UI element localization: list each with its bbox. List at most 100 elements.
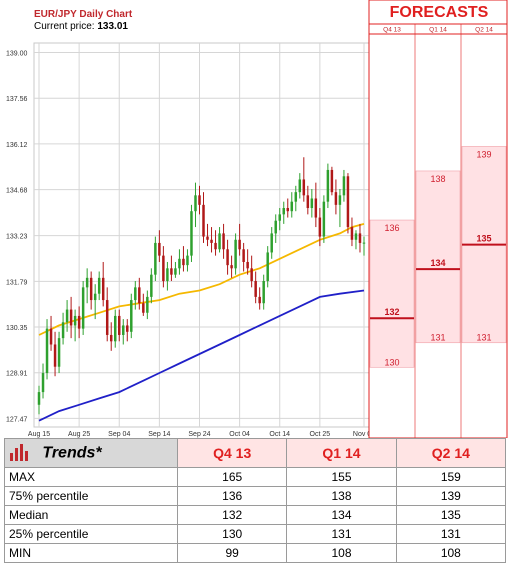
y-tick-label: 127.47 [6, 416, 28, 423]
trends-row-25th: 25% percentile 130 131 131 [4, 524, 507, 544]
cell-value: 108 [395, 543, 507, 563]
x-tick-label: Aug 25 [68, 431, 90, 438]
candle-body [338, 195, 342, 205]
candle-body [334, 192, 338, 205]
candle-body [306, 195, 310, 209]
candle-body [126, 325, 129, 332]
candle-body [246, 261, 249, 269]
bar-chart-icon [9, 443, 31, 464]
forecast-max-label: 139 [476, 149, 491, 159]
cell-value: 159 [395, 467, 507, 487]
candle-body [154, 242, 157, 275]
candle-body [73, 315, 77, 326]
candle-body [174, 268, 177, 275]
candle-body [206, 236, 209, 240]
row-label: 75% percentile [4, 486, 178, 506]
candle-body [81, 287, 85, 329]
chart-canvas: 139.00 137.56 136.12 134.68 133.23 131.79 130.… [6, 0, 508, 438]
candle-body [314, 198, 318, 218]
cell-value: 134 [286, 505, 397, 525]
candle-body [230, 265, 233, 269]
current-price: Current price: 133.01 [34, 21, 128, 32]
candle-body [105, 300, 109, 335]
x-tick-label: Oct 04 [229, 431, 250, 438]
candle-body [294, 192, 298, 202]
cell-value: 135 [395, 505, 507, 525]
trends-title: Trends* [42, 444, 102, 461]
candle-body [362, 242, 366, 244]
candle-body [202, 204, 205, 237]
moving-average-short [38, 223, 365, 336]
forecast-period-label: Q1 14 [429, 27, 447, 34]
forecast-max-label: 136 [384, 223, 399, 233]
candle-body [158, 242, 161, 256]
candle-body [238, 239, 241, 250]
cell-value: 139 [395, 486, 507, 506]
row-label: MIN [4, 543, 178, 563]
candle-body [290, 201, 294, 212]
forecast-min-label: 131 [430, 333, 445, 343]
forecast-median-label: 134 [430, 258, 445, 268]
candle-body [242, 249, 245, 262]
candle-body [53, 344, 57, 367]
y-tick-label: 130.35 [6, 325, 28, 332]
row-label: MAX [4, 467, 178, 487]
candle-body [146, 296, 149, 313]
candle-body [234, 239, 237, 269]
candle-body [214, 242, 217, 250]
candle-body [326, 169, 330, 202]
candle-body [89, 277, 93, 301]
candle-body [302, 179, 306, 196]
candle-body [282, 208, 285, 215]
candle-body [57, 338, 61, 367]
candle-body [37, 392, 41, 405]
candle-body [342, 176, 346, 196]
y-tick-label: 136.12 [6, 142, 28, 149]
x-tick-label: Sep 14 [148, 431, 170, 438]
candle-body [310, 198, 314, 209]
candle-body [109, 334, 113, 342]
cell-value: 155 [286, 467, 397, 487]
y-tick-label: 133.23 [6, 234, 28, 241]
candle-body [318, 217, 322, 237]
candle-body [186, 255, 189, 266]
candle-body [85, 277, 89, 288]
candle-body [274, 220, 277, 234]
trends-table: Trends* Q4 13 Q1 14 Q2 14 MAX 165 155 15… [4, 438, 507, 563]
row-label: Median [4, 505, 178, 525]
candle-body [190, 211, 193, 256]
candle-body [134, 287, 137, 301]
y-tick-label: 128.91 [6, 371, 28, 378]
x-tick-label: Nov 05 [353, 431, 375, 438]
candle-body [101, 277, 105, 301]
candle-body [170, 268, 173, 275]
y-tick-label: 137.56 [6, 96, 28, 103]
candle-body [330, 169, 334, 193]
forecast-median-label: 135 [476, 234, 491, 244]
candle-body [222, 233, 225, 250]
cell-value: 130 [176, 524, 288, 544]
candle-body [350, 227, 354, 240]
forecast-period-label: Q2 14 [475, 27, 493, 34]
candle-body [226, 249, 229, 266]
trends-col-q1-14: Q1 14 [286, 438, 397, 468]
candle-body [138, 287, 141, 304]
candle-body [178, 258, 181, 269]
candle-body [286, 208, 290, 212]
trends-col-q2-14: Q2 14 [395, 438, 507, 468]
candle-body [270, 233, 273, 253]
x-tick-label: Sep 04 [108, 431, 130, 438]
candle-body [194, 195, 197, 212]
trends-row-75th: 75% percentile 136 138 139 [4, 486, 507, 506]
candle-body [45, 328, 49, 374]
candle-body [166, 268, 169, 282]
forecast-period-label: Q4 13 [383, 27, 401, 34]
candle-body [262, 281, 265, 304]
candle-body [358, 233, 362, 243]
candle-body [61, 322, 65, 339]
candle-body [65, 309, 69, 323]
cell-value: 165 [176, 467, 288, 487]
forecast-min-label: 130 [384, 357, 399, 367]
candle-body [322, 201, 326, 237]
plot-area [33, 42, 370, 428]
